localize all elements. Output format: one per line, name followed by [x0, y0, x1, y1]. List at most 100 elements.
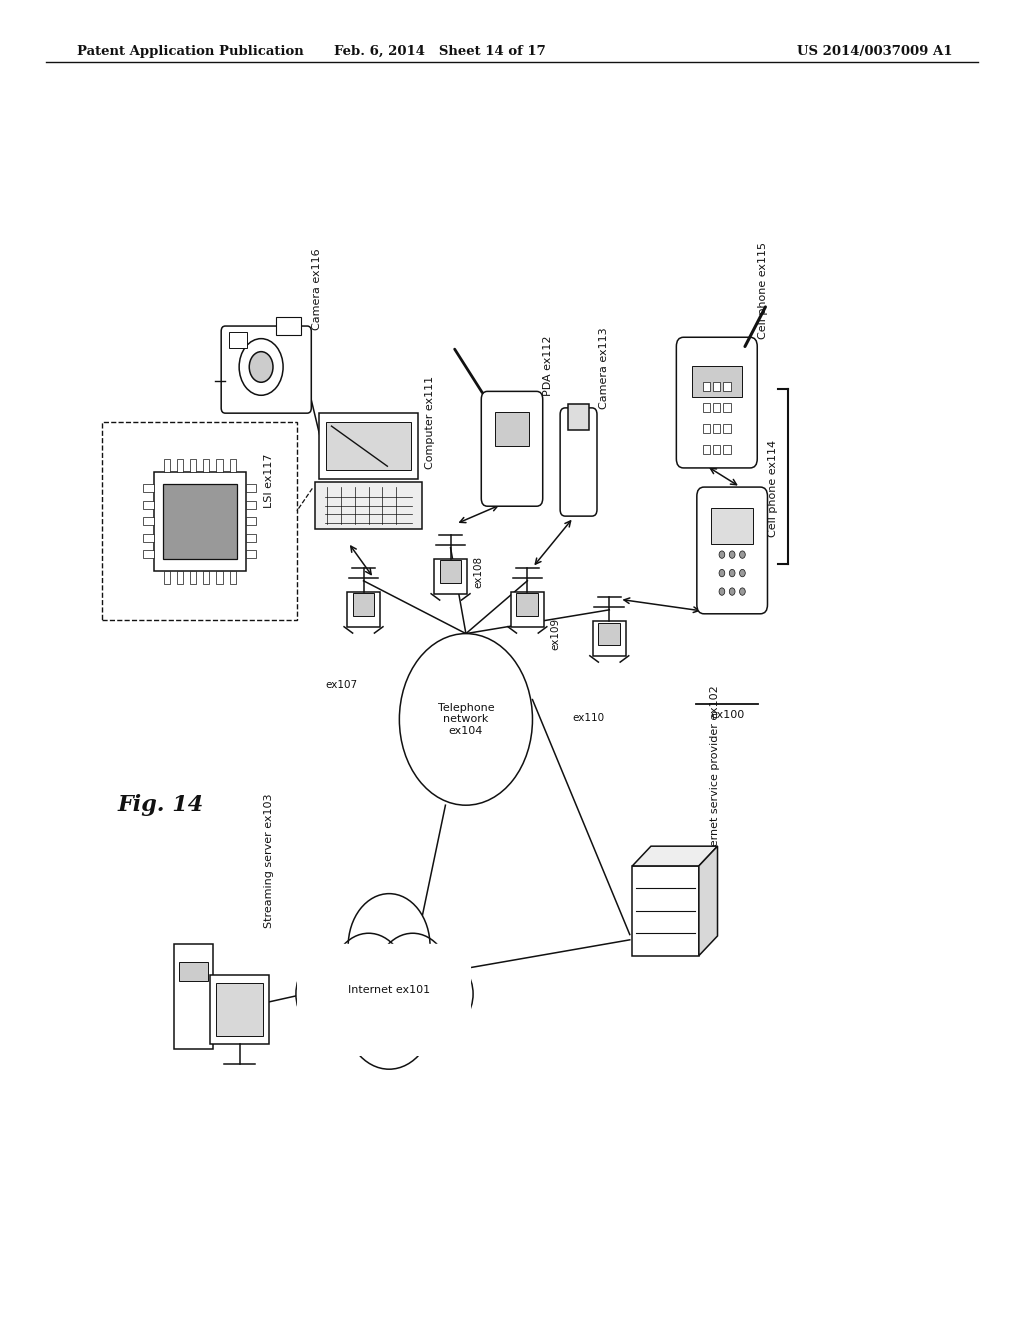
Bar: [315, 482, 422, 529]
Text: Computer ex111: Computer ex111: [425, 375, 435, 469]
Bar: [692, 366, 741, 397]
Bar: [229, 570, 236, 583]
Circle shape: [729, 569, 735, 577]
Bar: [246, 484, 256, 492]
Bar: [229, 331, 248, 348]
Bar: [164, 570, 170, 583]
Text: Internet service provider ex102: Internet service provider ex102: [710, 685, 720, 861]
Polygon shape: [698, 846, 718, 956]
Bar: [143, 550, 154, 558]
Bar: [179, 962, 208, 981]
Circle shape: [719, 587, 725, 595]
Bar: [723, 403, 731, 412]
Text: Cell phone ex115: Cell phone ex115: [758, 243, 768, 339]
Circle shape: [719, 550, 725, 558]
Circle shape: [240, 339, 283, 395]
Circle shape: [719, 569, 725, 577]
Text: ex107: ex107: [325, 680, 357, 690]
Circle shape: [343, 950, 435, 1069]
Circle shape: [729, 550, 735, 558]
Bar: [203, 459, 209, 473]
Bar: [154, 473, 246, 570]
Text: Patent Application Publication: Patent Application Publication: [77, 45, 303, 58]
Bar: [347, 591, 380, 627]
Bar: [246, 550, 256, 558]
FancyBboxPatch shape: [481, 391, 543, 506]
Bar: [276, 317, 301, 335]
Bar: [723, 424, 731, 433]
Bar: [190, 459, 197, 473]
Text: PDA ex112: PDA ex112: [543, 335, 553, 396]
Bar: [143, 484, 154, 492]
Bar: [439, 561, 462, 582]
Bar: [190, 570, 197, 583]
Polygon shape: [633, 846, 718, 866]
Circle shape: [739, 569, 745, 577]
Text: Camera ex113: Camera ex113: [599, 327, 609, 409]
Bar: [598, 623, 621, 644]
FancyBboxPatch shape: [696, 487, 768, 614]
Text: ex100: ex100: [710, 710, 744, 721]
Circle shape: [399, 634, 532, 805]
FancyBboxPatch shape: [221, 326, 311, 413]
Bar: [143, 535, 154, 541]
Bar: [593, 620, 626, 656]
Circle shape: [348, 894, 430, 999]
Bar: [327, 422, 411, 470]
Circle shape: [296, 957, 353, 1031]
Bar: [174, 944, 213, 1049]
Bar: [434, 558, 467, 594]
Text: Feb. 6, 2014   Sheet 14 of 17: Feb. 6, 2014 Sheet 14 of 17: [335, 45, 546, 58]
Bar: [216, 570, 222, 583]
Bar: [352, 594, 375, 615]
FancyBboxPatch shape: [560, 408, 597, 516]
Text: Telephone
network
ex104: Telephone network ex104: [437, 702, 495, 737]
Text: Fig. 14: Fig. 14: [118, 795, 204, 816]
Text: LSI ex117: LSI ex117: [264, 454, 274, 508]
Bar: [713, 445, 721, 454]
Circle shape: [422, 961, 473, 1027]
Text: ex109: ex109: [550, 618, 560, 649]
Text: Streaming server ex103: Streaming server ex103: [264, 793, 274, 928]
Bar: [143, 500, 154, 508]
Bar: [633, 866, 699, 956]
Bar: [143, 517, 154, 525]
Text: Cell phone ex114: Cell phone ex114: [768, 440, 778, 537]
Bar: [216, 459, 222, 473]
Bar: [177, 459, 183, 473]
Bar: [319, 413, 418, 479]
Text: US 2014/0037009 A1: US 2014/0037009 A1: [797, 45, 952, 58]
Bar: [229, 459, 236, 473]
Text: ex110: ex110: [572, 713, 605, 723]
Bar: [568, 404, 589, 430]
Bar: [495, 412, 529, 446]
Bar: [164, 459, 170, 473]
Bar: [713, 381, 721, 391]
Text: ex108: ex108: [473, 556, 483, 587]
Bar: [702, 381, 711, 391]
Bar: [246, 500, 256, 508]
Bar: [702, 424, 711, 433]
Bar: [216, 983, 263, 1036]
Circle shape: [249, 351, 273, 383]
Bar: [711, 508, 754, 544]
Bar: [203, 570, 209, 583]
Bar: [246, 535, 256, 541]
Bar: [702, 403, 711, 412]
Circle shape: [739, 587, 745, 595]
FancyBboxPatch shape: [297, 944, 471, 1056]
Bar: [723, 445, 731, 454]
Bar: [163, 484, 237, 560]
Circle shape: [729, 587, 735, 595]
Circle shape: [374, 933, 452, 1034]
Circle shape: [330, 933, 408, 1034]
FancyBboxPatch shape: [676, 338, 757, 469]
Bar: [723, 381, 731, 391]
Bar: [246, 517, 256, 525]
Bar: [702, 445, 711, 454]
Text: Internet ex101: Internet ex101: [348, 985, 430, 995]
Bar: [713, 424, 721, 433]
Bar: [516, 594, 539, 615]
Bar: [210, 975, 269, 1044]
Bar: [177, 570, 183, 583]
